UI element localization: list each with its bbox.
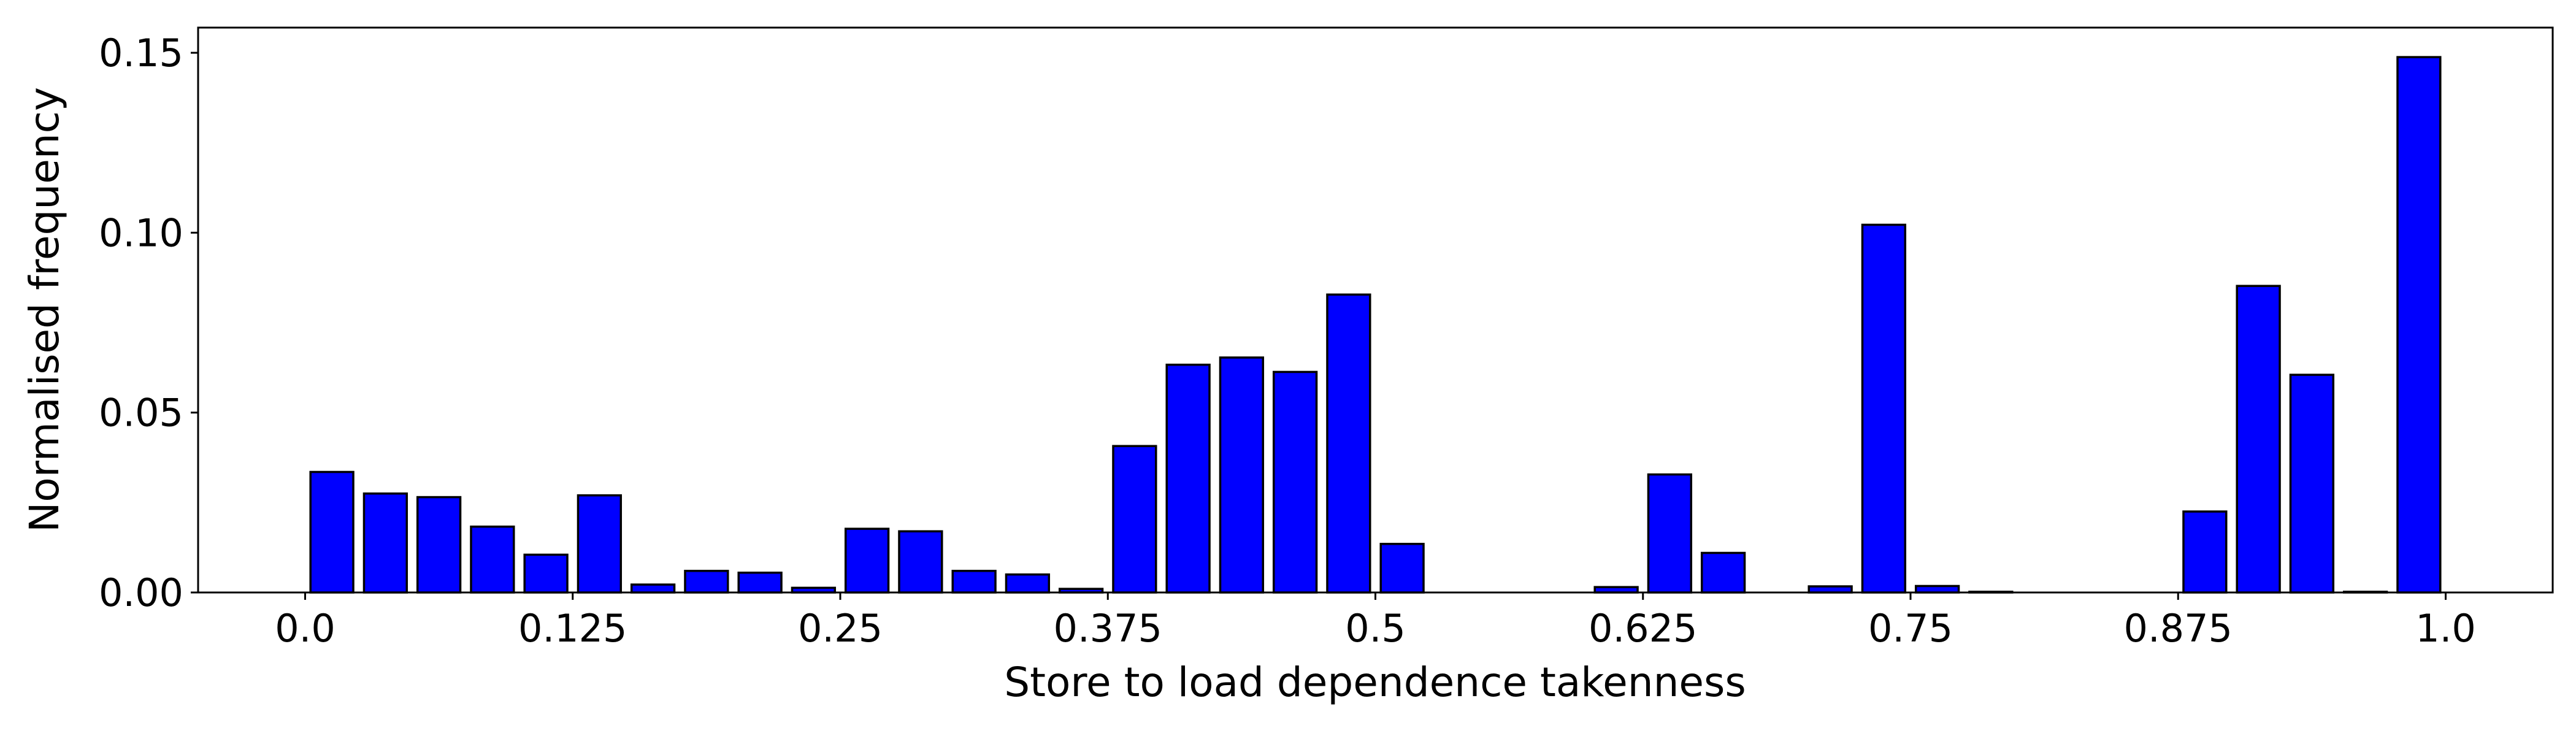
bar (577, 494, 623, 594)
bar (844, 527, 890, 594)
bar (362, 492, 408, 594)
bar (1005, 573, 1051, 594)
bar (630, 583, 676, 594)
bar (1647, 473, 1693, 594)
y-tick-label: 0.05 (99, 391, 183, 435)
x-tick-label: 0.875 (2124, 606, 2233, 651)
bar (684, 570, 729, 594)
y-tick-label: 0.00 (99, 570, 183, 615)
bar (2182, 510, 2228, 594)
bar (1272, 370, 1318, 594)
x-tick-label: 0.0 (275, 606, 335, 651)
plot-area-background (198, 28, 2553, 592)
x-axis-ticks: 0.0 0.125 0.25 0.375 0.5 0.625 0.75 0.875 1.0 (275, 592, 2476, 651)
bar (470, 525, 515, 594)
bar (898, 530, 943, 594)
x-tick-label: 0.5 (1345, 606, 1406, 651)
bar (2236, 285, 2281, 594)
y-tick-label: 0.10 (99, 210, 183, 255)
bar (1700, 551, 1746, 594)
bar (1861, 223, 1907, 594)
bar (1219, 356, 1265, 594)
bars-group (309, 56, 2442, 594)
x-tick-label: 0.375 (1054, 606, 1163, 651)
bar (737, 571, 783, 594)
bar (2396, 56, 2442, 594)
x-axis-label: Store to load dependence takenness (1004, 659, 1746, 706)
y-axis-ticks: 0.00 0.05 0.10 0.15 (99, 31, 198, 615)
bar (951, 570, 997, 594)
x-tick-label: 1.0 (2415, 606, 2476, 651)
bar (1165, 363, 1211, 594)
bar (2289, 374, 2335, 594)
x-tick-label: 0.25 (798, 606, 883, 651)
bar (1379, 543, 1425, 594)
bar (1326, 293, 1371, 594)
x-tick-label: 0.125 (518, 606, 627, 651)
bar (309, 470, 355, 594)
bar (416, 496, 462, 594)
bar (1112, 445, 1157, 594)
x-tick-label: 0.625 (1589, 606, 1698, 651)
y-axis-label: Normalised frequency (21, 87, 68, 532)
x-tick-label: 0.75 (1868, 606, 1953, 651)
y-tick-label: 0.15 (99, 31, 183, 75)
bar (1914, 585, 1960, 594)
bar (523, 553, 569, 594)
